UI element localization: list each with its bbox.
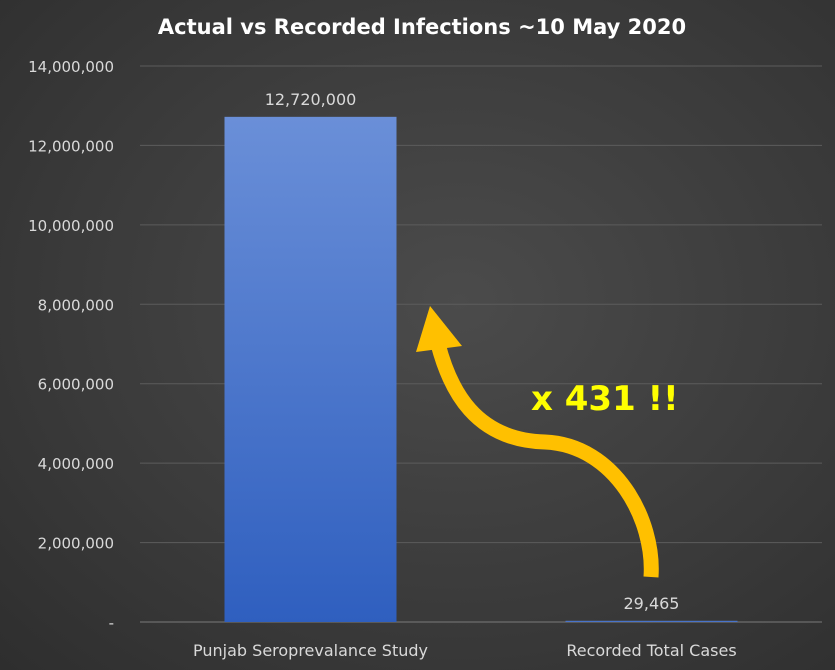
chart-title: Actual vs Recorded Infections ~10 May 20… <box>158 15 686 39</box>
arrow-head-icon <box>416 306 462 352</box>
y-axis-ticks: - 2,000,000 4,000,000 6,000,000 8,000,000 10,… <box>28 58 114 632</box>
category-label: Punjab Seroprevalance Study <box>193 641 428 660</box>
bar <box>565 620 738 622</box>
y-tick-label: 10,000,000 <box>28 217 114 235</box>
y-tick-label: 12,000,000 <box>28 137 114 155</box>
annotation-label: x 431 !! <box>531 379 679 419</box>
y-tick-label: 14,000,000 <box>28 58 114 76</box>
y-tick-label: 6,000,000 <box>38 376 114 394</box>
bar-value-label: 29,465 <box>624 594 680 613</box>
y-tick-label: 4,000,000 <box>38 455 114 473</box>
bar <box>224 116 397 622</box>
annotation: x 431 !! <box>416 306 679 578</box>
bar-value-label: 12,720,000 <box>265 90 357 109</box>
category-label: Recorded Total Cases <box>566 641 736 660</box>
x-axis-categories: Punjab Seroprevalance Study Recorded Tota… <box>193 641 737 660</box>
curved-arrow-icon <box>430 342 659 578</box>
data-labels: 12,720,000 29,465 <box>265 90 680 613</box>
y-tick-label: 2,000,000 <box>38 535 114 553</box>
y-tick-label: 8,000,000 <box>38 296 114 314</box>
y-tick-label: - <box>109 614 114 632</box>
bars <box>224 116 738 622</box>
